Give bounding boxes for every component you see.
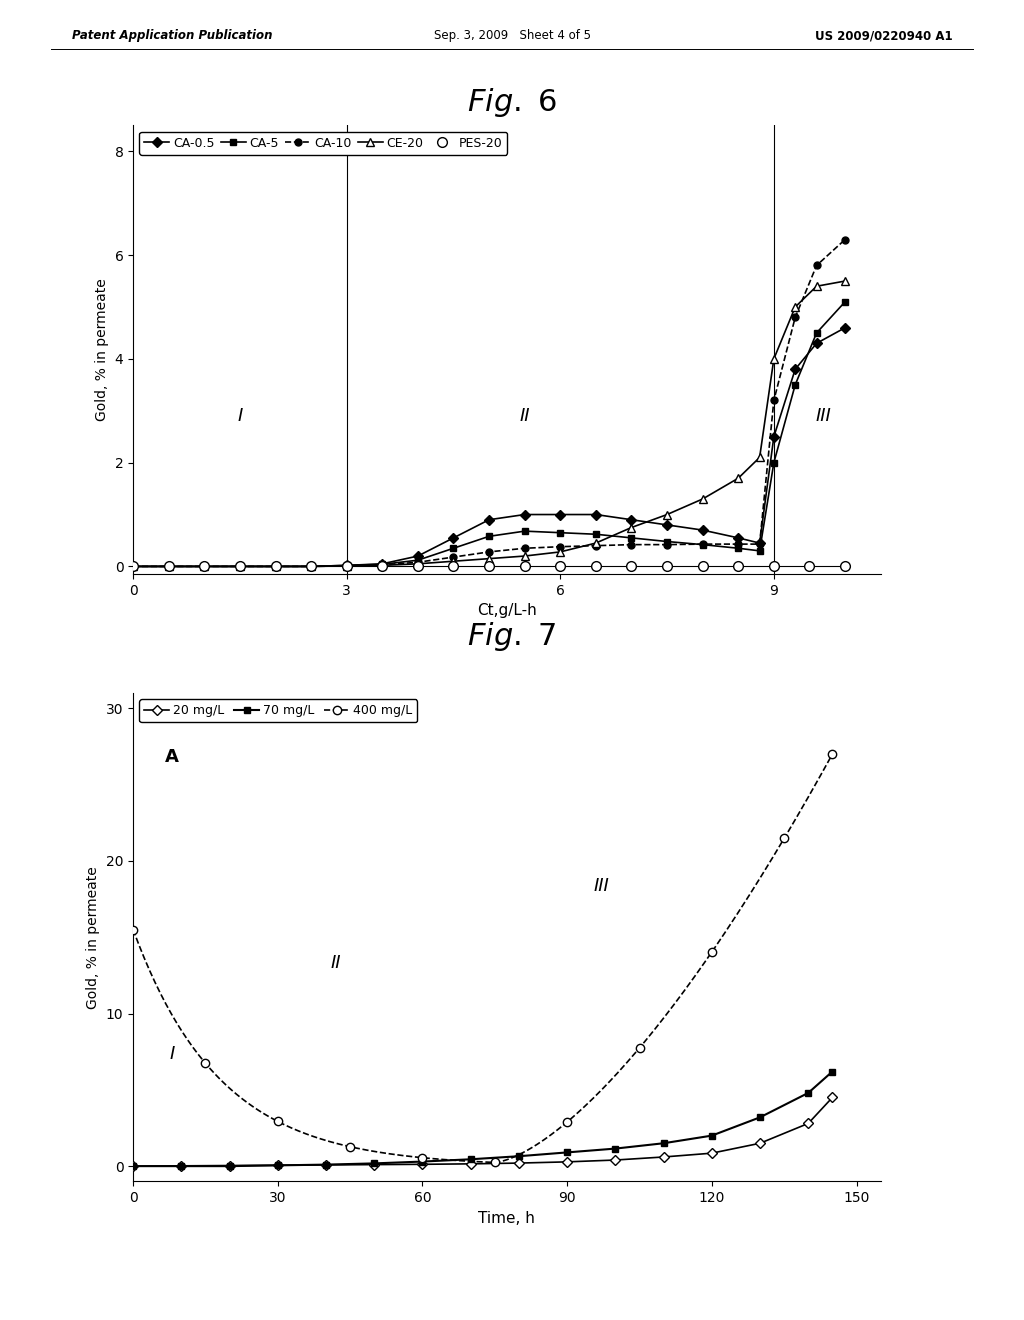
Legend: 20 mg/L, 70 mg/L, 400 mg/L: 20 mg/L, 70 mg/L, 400 mg/L <box>139 700 418 722</box>
Text: A: A <box>165 747 178 766</box>
Text: II: II <box>331 954 341 972</box>
Y-axis label: Gold, % in permeate: Gold, % in permeate <box>86 866 100 1008</box>
Text: Sep. 3, 2009   Sheet 4 of 5: Sep. 3, 2009 Sheet 4 of 5 <box>433 29 591 42</box>
Text: $\mathit{Fig.\ 6}$: $\mathit{Fig.\ 6}$ <box>467 86 557 119</box>
Y-axis label: Gold, % in permeate: Gold, % in permeate <box>95 279 109 421</box>
X-axis label: Time, h: Time, h <box>478 1210 536 1226</box>
X-axis label: Ct,g/L-h: Ct,g/L-h <box>477 603 537 619</box>
Legend: CA-0.5, CA-5, CA-10, CE-20, PES-20: CA-0.5, CA-5, CA-10, CE-20, PES-20 <box>139 132 507 154</box>
Text: $\mathit{Fig.\ 7}$: $\mathit{Fig.\ 7}$ <box>467 620 557 653</box>
Text: II: II <box>519 407 530 425</box>
Text: I: I <box>238 407 243 425</box>
Text: III: III <box>816 407 831 425</box>
Text: US 2009/0220940 A1: US 2009/0220940 A1 <box>815 29 952 42</box>
Text: I: I <box>169 1045 174 1064</box>
Text: Patent Application Publication: Patent Application Publication <box>72 29 272 42</box>
Text: III: III <box>593 878 609 895</box>
